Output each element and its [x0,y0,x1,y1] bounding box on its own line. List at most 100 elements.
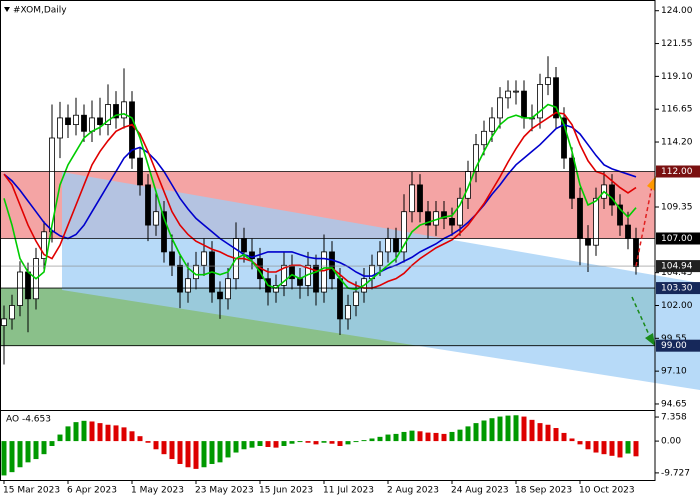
candle-body [417,184,423,213]
ao-bar [345,441,351,445]
ao-bar [233,441,239,453]
ao-bar [289,441,295,444]
ao-bar [297,441,303,443]
ao-bar [49,441,55,446]
x-tick-label: 15 Mar 2023 [3,486,60,496]
candle-body [57,117,63,139]
x-tick-label: 11 Jul 2023 [323,486,374,496]
x-tick-label: 1 May 2023 [131,486,184,496]
ao-bar [321,441,327,443]
candle-body [329,251,335,280]
candle-body [353,291,359,306]
candle-body [129,101,135,159]
candle-body [481,130,487,146]
x-tick-label: 10 Oct 2023 [579,486,635,496]
candle-body [337,278,343,320]
ao-bar [153,441,159,450]
ao-bar [313,441,319,445]
candle-body [345,305,351,320]
candle-body [561,117,567,159]
level-box [656,339,700,352]
candle-body [441,211,447,219]
level-box [656,165,700,178]
candle-body [145,184,151,226]
ao-bar [201,441,207,468]
chart-title: #XOM,Daily [13,6,67,16]
ao-bar [33,441,39,460]
candle-body [393,238,399,253]
ao-bar [89,421,95,442]
y-tick-label: 121.55 [661,39,693,49]
candle-body [617,204,623,226]
ao-bar [161,441,167,455]
ao-bar [81,420,87,442]
ao-bar [193,441,199,469]
ao-bar [9,441,15,473]
candle-body [161,211,167,253]
ao-bar [329,441,335,444]
candle-body [193,264,199,280]
y-tick-label: 0.00 [661,437,681,447]
level-box [656,282,700,295]
candle-body [81,114,87,132]
ao-bar [353,441,359,443]
candle-body [449,217,455,226]
candle-body [241,238,247,253]
labels: #XOM,Daily AO -4.653 15 Mar 2023 6 Apr 20… [3,6,700,496]
y-tick-label: 124.00 [661,6,693,16]
ao-bar [417,431,423,442]
ao-bar [217,441,223,463]
candle-body [113,104,119,119]
ao-bar [281,441,287,446]
ao-bar [529,419,535,442]
level-label: 107.00 [661,234,693,244]
candle-body [177,264,183,293]
candle-body [121,101,127,119]
ao-bar [73,422,79,442]
candle-body [497,97,503,119]
ao-bar [25,441,31,463]
ao-bar [361,440,367,442]
ao-bar [505,415,511,442]
ao-bar [369,438,375,442]
x-tick-label: 6 Apr 2023 [67,486,117,496]
ao-bar [489,418,495,442]
candle-body [513,90,519,93]
ao-bar [113,425,119,442]
ao-bar [433,432,439,442]
ao-bar [1,441,7,476]
ao-bar [257,441,263,446]
channel [62,172,700,390]
ao-bar [521,416,527,442]
ao-bar [545,424,551,442]
ao-bar [169,441,175,460]
candle-body [17,271,23,306]
arrow-down [645,333,655,346]
candle-body [321,251,327,293]
y-tick-label: 116.65 [661,105,693,115]
candle-body [25,271,31,300]
y-tick-label: 94.65 [661,399,687,409]
ao-bar [617,441,623,458]
plot-border [0,0,656,481]
y-tick-label: 99.55 [661,334,687,344]
ao-bar [569,438,575,442]
marks [0,10,659,484]
ao-bar [537,423,543,442]
ao-bar [473,423,479,442]
ao-bar [105,424,111,442]
ao-bar [337,441,343,446]
ao-bar [497,416,503,442]
candle-body [625,224,631,239]
ao-bar [425,432,431,442]
candle-body [577,197,583,239]
candle-body [609,184,615,206]
candle-body [65,117,71,126]
candle-body [89,117,95,132]
candle-body [569,157,575,199]
candle-body [41,231,47,259]
ao-bar [41,441,47,455]
moving-average [3,123,637,277]
ao-bar [465,426,471,442]
y-tick-label: 114.20 [661,138,693,148]
